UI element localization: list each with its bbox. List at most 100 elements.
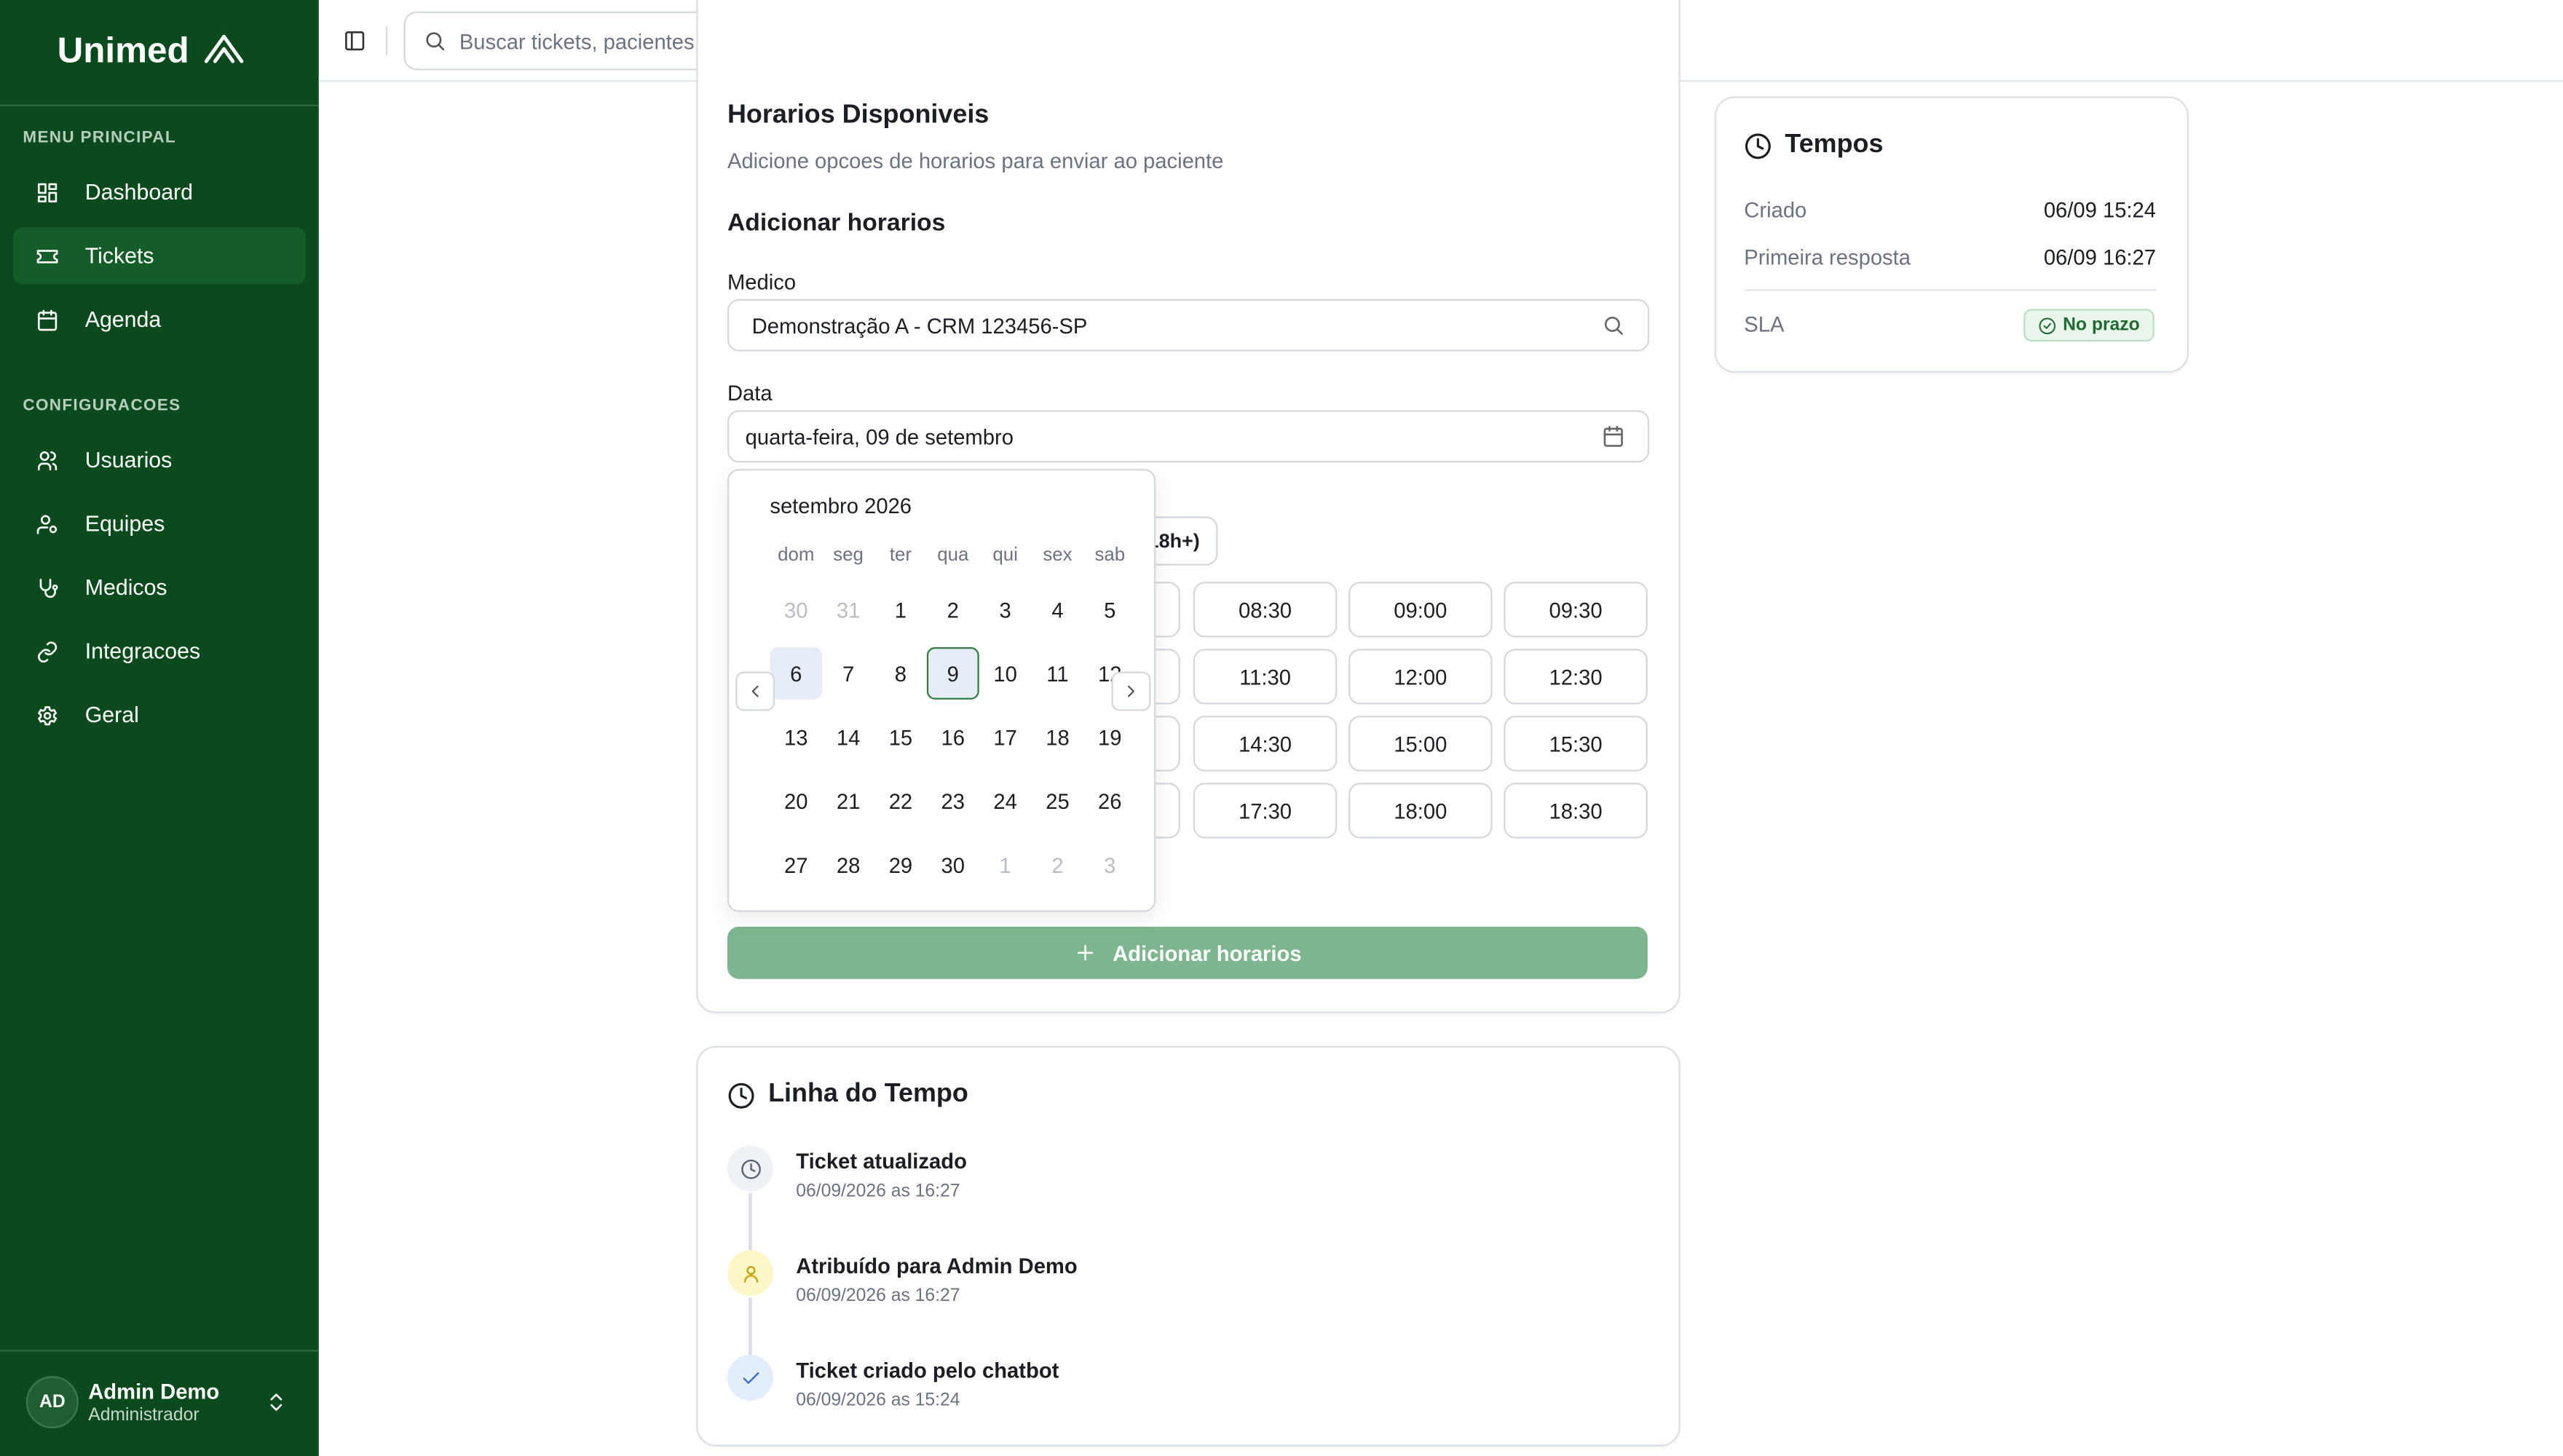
time-slot[interactable]: 09:30 bbox=[1504, 582, 1648, 638]
calendar-day[interactable]: 26 bbox=[1098, 788, 1122, 813]
calendar-day[interactable]: 9 bbox=[926, 646, 979, 700]
time-slot[interactable]: 15:00 bbox=[1348, 716, 1493, 772]
next-month[interactable] bbox=[1111, 671, 1151, 711]
calendar-day[interactable]: 7 bbox=[842, 661, 855, 686]
time-slot[interactable]: 08:30 bbox=[1193, 582, 1338, 638]
icon bbox=[23, 640, 71, 662]
calendar-day[interactable]: 2 bbox=[1051, 852, 1064, 877]
icon bbox=[23, 448, 71, 471]
sidebar-toggle[interactable] bbox=[343, 29, 366, 60]
timeline-card bbox=[696, 1045, 1681, 1447]
icon bbox=[23, 308, 71, 331]
icon bbox=[23, 703, 71, 726]
calendar-day[interactable]: 6 bbox=[770, 646, 823, 700]
divider bbox=[1744, 289, 2157, 291]
user-role: Administrador bbox=[88, 1405, 200, 1425]
time-label: Criado bbox=[1744, 197, 1807, 223]
nav-item[interactable]: Medicos bbox=[13, 559, 306, 617]
calendar-day[interactable]: 17 bbox=[993, 724, 1017, 750]
prev-month[interactable] bbox=[735, 671, 775, 711]
calendar-day[interactable]: 22 bbox=[888, 788, 913, 813]
time-slot[interactable]: 12:30 bbox=[1504, 649, 1648, 705]
date-label: Data bbox=[727, 381, 773, 405]
calendar-day[interactable]: 30 bbox=[784, 597, 808, 622]
sidebar: Unimed MENU PRINCIPAL Dashboard Tickets Agen… bbox=[0, 0, 319, 1456]
time-slot[interactable]: 15:30 bbox=[1504, 716, 1648, 772]
nav-label: Geral bbox=[84, 703, 139, 727]
times-title: Tempos bbox=[1744, 131, 1883, 160]
nav-item[interactable]: Integracoes bbox=[13, 622, 306, 680]
event-time: 06/09/2026 as 16:27 bbox=[796, 1182, 960, 1202]
nav-item[interactable]: Usuarios bbox=[13, 432, 306, 489]
calendar-day[interactable]: 2 bbox=[947, 597, 959, 622]
calendar-day[interactable]: 19 bbox=[1098, 724, 1122, 750]
doctor-input[interactable]: Demonstração A - CRM 123456-SP bbox=[727, 298, 1650, 352]
icon bbox=[1744, 132, 1772, 159]
section-title: Adicionar horarios bbox=[727, 209, 946, 237]
calendar-day[interactable]: 23 bbox=[941, 788, 965, 813]
calendar-day[interactable]: 28 bbox=[836, 852, 861, 877]
time-slot[interactable]: 09:00 bbox=[1348, 582, 1493, 638]
date-input[interactable]: quarta-feira, 09 de setembro bbox=[727, 410, 1650, 463]
calendar-day[interactable]: 31 bbox=[836, 597, 861, 622]
add-button[interactable]: Adicionar horarios bbox=[727, 926, 1648, 979]
weekday: ter bbox=[889, 545, 912, 566]
calendar-day[interactable]: 21 bbox=[836, 788, 861, 813]
time-slot[interactable]: 12:00 bbox=[1348, 649, 1493, 705]
icon bbox=[727, 1081, 755, 1109]
event-title: Ticket atualizado bbox=[796, 1149, 967, 1174]
calendar-day[interactable]: 18 bbox=[1046, 724, 1070, 750]
calendar-day[interactable]: 20 bbox=[784, 788, 808, 813]
calendar-day[interactable]: 13 bbox=[784, 724, 808, 750]
time-slot[interactable]: 17:30 bbox=[1193, 783, 1338, 839]
event-title: Atribuído para Admin Demo bbox=[796, 1253, 1078, 1278]
weekday: dom bbox=[778, 545, 815, 566]
nav-label: Agenda bbox=[84, 307, 162, 332]
timeline-line bbox=[749, 1297, 752, 1356]
icon bbox=[1121, 681, 1141, 701]
calendar-day[interactable]: 10 bbox=[993, 661, 1017, 686]
sep bbox=[385, 25, 388, 56]
calendar-day[interactable]: 4 bbox=[1051, 597, 1064, 622]
calendar-day[interactable]: 24 bbox=[993, 788, 1017, 813]
calendar-day[interactable]: 5 bbox=[1104, 597, 1116, 622]
time-slot[interactable]: 18:00 bbox=[1348, 783, 1493, 839]
time-slot[interactable]: 11:30 bbox=[1193, 649, 1338, 705]
nav-item[interactable]: Agenda bbox=[13, 291, 306, 349]
weekday: sab bbox=[1094, 545, 1126, 566]
time-slot[interactable]: 14:30 bbox=[1193, 716, 1338, 772]
calendar-day[interactable]: 1 bbox=[999, 852, 1011, 877]
calendar-day[interactable]: 11 bbox=[1046, 661, 1069, 686]
brand-name: Unimed bbox=[57, 29, 189, 71]
icon bbox=[23, 181, 71, 203]
nav-item[interactable]: Equipes bbox=[13, 495, 306, 553]
calendar-day[interactable]: 16 bbox=[941, 724, 965, 750]
icon bbox=[343, 29, 366, 52]
calendar-day[interactable]: 3 bbox=[999, 597, 1011, 622]
calendar-day[interactable]: 15 bbox=[888, 724, 913, 750]
calendar-day[interactable]: 29 bbox=[888, 852, 913, 877]
time-slot[interactable]: 18:30 bbox=[1504, 783, 1648, 839]
nav-item[interactable]: Tickets bbox=[12, 227, 306, 285]
nav-item[interactable]: Dashboard bbox=[13, 163, 306, 221]
icon bbox=[265, 1390, 288, 1413]
weekday: qua bbox=[937, 545, 969, 566]
event-time: 06/09/2026 as 15:24 bbox=[796, 1390, 960, 1411]
time-label: Primeira resposta bbox=[1744, 245, 1911, 270]
icon bbox=[1602, 314, 1624, 336]
calendar-day[interactable]: 30 bbox=[941, 852, 965, 877]
user-name: Admin Demo bbox=[88, 1379, 220, 1404]
search-placeholder: Buscar tickets, pacientes... bbox=[459, 28, 712, 53]
user-menu[interactable] bbox=[265, 1390, 288, 1422]
calendar-day[interactable]: 14 bbox=[836, 724, 861, 750]
nav-item[interactable]: Geral bbox=[13, 687, 306, 744]
tab-label: 18h+) bbox=[1148, 529, 1200, 553]
calendar-day[interactable]: 27 bbox=[784, 852, 808, 877]
calendar-day[interactable]: 8 bbox=[894, 661, 907, 686]
calendar-day[interactable]: 1 bbox=[894, 597, 907, 622]
calendar-day[interactable]: 3 bbox=[1104, 852, 1116, 877]
nav-label: Dashboard bbox=[84, 179, 194, 205]
calendar-day[interactable]: 25 bbox=[1046, 788, 1070, 813]
schedule-subtitle: Adicione opcoes de horarios para enviar … bbox=[727, 149, 1224, 173]
schedule-title: Horarios Disponiveis bbox=[727, 101, 990, 130]
